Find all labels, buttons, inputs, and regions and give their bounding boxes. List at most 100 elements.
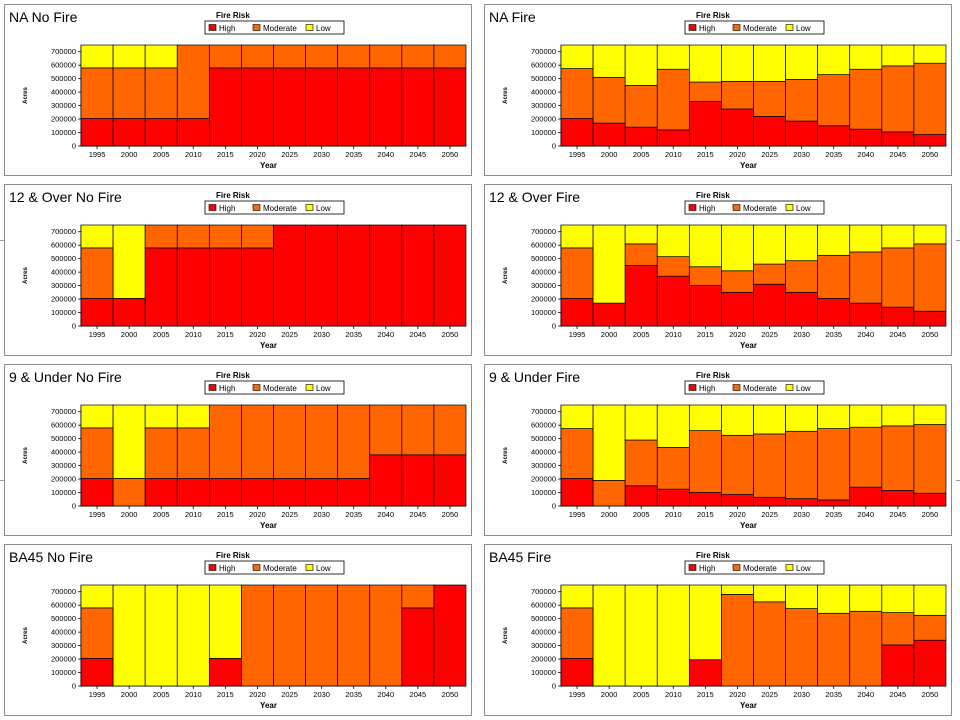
y-tick-label: 600000 <box>51 241 76 250</box>
bar-segment-high <box>785 498 819 507</box>
chart-panel: 12 & Over No Fire Fire Risk High Moderate Lo… <box>4 184 472 356</box>
legend-swatch-high <box>208 384 217 391</box>
legend-swatch-moderate <box>732 564 741 571</box>
bar-segment-low <box>144 584 178 687</box>
bar-segment-low <box>560 584 594 609</box>
bar-segment-low <box>560 224 594 249</box>
x-tick-label: 2035 <box>345 330 362 339</box>
bar-segment-moderate <box>688 266 722 286</box>
bar-segment-moderate <box>241 44 274 69</box>
y-tick-label: 100000 <box>51 128 76 137</box>
bar-segment-moderate <box>560 247 594 299</box>
x-tick-label: 2020 <box>249 330 266 339</box>
bar-segment-low <box>624 44 658 86</box>
bar-segment-low <box>817 584 851 614</box>
x-tick-label: 2050 <box>442 330 459 339</box>
y-tick-label: 700000 <box>51 587 76 596</box>
x-tick-label: 2015 <box>217 510 234 519</box>
legend-label-low: Low <box>796 24 811 33</box>
chart-panel: NA Fire Fire Risk High Moderate Low 0 100000 20… <box>484 4 952 176</box>
bar-segment-moderate <box>273 584 306 687</box>
legend-swatch-high <box>208 24 217 31</box>
bar-segment-high <box>913 134 947 147</box>
x-tick-label: 2005 <box>633 690 650 699</box>
bar-segment-low <box>176 404 210 429</box>
bar-segment-moderate <box>560 68 594 119</box>
bar-segment-high <box>560 478 594 507</box>
bar-segment-low <box>208 584 242 659</box>
bar-segment-high <box>208 67 242 147</box>
x-axis-label: Year <box>740 341 757 350</box>
x-tick-label: 2005 <box>633 330 650 339</box>
bar-segment-high <box>337 224 371 327</box>
bar-segment-moderate <box>337 44 371 69</box>
bar-segment-high <box>369 224 403 327</box>
y-tick-label: 400000 <box>51 448 76 457</box>
x-tick-label: 2015 <box>697 150 714 159</box>
chart-title: BA45 Fire <box>489 549 552 565</box>
bar-segment-low <box>913 44 947 64</box>
bar-segment-low <box>753 44 786 82</box>
bar-segment-moderate <box>433 44 467 69</box>
y-axis-label: Acres <box>503 267 509 284</box>
legend-swatch-low <box>305 384 314 391</box>
legend-label-low: Low <box>316 384 331 393</box>
bar-segment-high <box>688 285 722 327</box>
bar-segment-high <box>433 584 467 687</box>
y-tick-label: 400000 <box>51 88 76 97</box>
y-tick-label: 0 <box>72 142 76 151</box>
bar-segment-moderate <box>721 81 754 110</box>
bar-segment-high <box>881 131 915 147</box>
y-tick-label: 300000 <box>531 281 556 290</box>
bar-segment-low <box>721 404 754 436</box>
y-tick-label: 300000 <box>51 281 76 290</box>
bar-segment-moderate <box>144 224 178 249</box>
bar-segment-high <box>560 118 594 147</box>
x-tick-label: 2040 <box>377 510 394 519</box>
bar-segment-high <box>849 302 883 327</box>
y-tick-label: 400000 <box>531 628 556 637</box>
x-tick-label: 2000 <box>121 510 138 519</box>
legend-label-moderate: Moderate <box>263 24 297 33</box>
legend-swatch-moderate <box>252 24 261 31</box>
x-tick-label: 2025 <box>281 690 298 699</box>
x-tick-label: 2010 <box>185 690 202 699</box>
bar-segment-high <box>80 118 114 147</box>
x-tick-label: 2030 <box>793 510 810 519</box>
bar-segment-low <box>849 404 883 428</box>
legend-swatch-low <box>305 24 314 31</box>
x-tick-label: 2005 <box>633 510 650 519</box>
y-tick-label: 500000 <box>51 254 76 263</box>
chart-title: NA Fire <box>489 9 536 25</box>
y-tick-label: 200000 <box>531 295 556 304</box>
bar-segment-moderate <box>401 584 435 609</box>
chart-title: 9 & Under No Fire <box>9 369 122 385</box>
legend-swatch-moderate <box>732 24 741 31</box>
legend-label-moderate: Moderate <box>263 204 297 213</box>
legend-label-high: High <box>699 24 715 33</box>
bar-segment-moderate <box>305 584 339 687</box>
legend-swatch-moderate <box>252 204 261 211</box>
legend-swatch-moderate <box>252 564 261 571</box>
x-tick-label: 1995 <box>89 690 106 699</box>
background-rule-left-2 <box>0 480 4 481</box>
bar-segment-moderate <box>753 433 786 498</box>
legend-label-high: High <box>699 564 715 573</box>
x-axis-label: Year <box>260 341 277 350</box>
bar-segment-high <box>785 120 819 147</box>
chart-title: 12 & Over Fire <box>489 189 581 205</box>
y-tick-label: 300000 <box>531 641 556 650</box>
legend-title: Fire Risk <box>696 11 730 20</box>
bar-segment-moderate <box>785 78 819 122</box>
bar-segment-high <box>817 125 851 147</box>
bar-segment-moderate <box>176 44 210 119</box>
x-tick-label: 2000 <box>601 510 618 519</box>
stacked-bar-chart: Fire Risk High Moderate Low 0 100000 200000 300… <box>503 11 947 170</box>
y-tick-label: 400000 <box>51 628 76 637</box>
bar-segment-high <box>624 126 658 147</box>
bar-segment-high <box>721 108 754 147</box>
x-tick-label: 1995 <box>89 330 106 339</box>
x-tick-label: 1995 <box>569 330 586 339</box>
legend: High Moderate Low <box>204 380 345 395</box>
y-tick-label: 0 <box>72 682 76 691</box>
